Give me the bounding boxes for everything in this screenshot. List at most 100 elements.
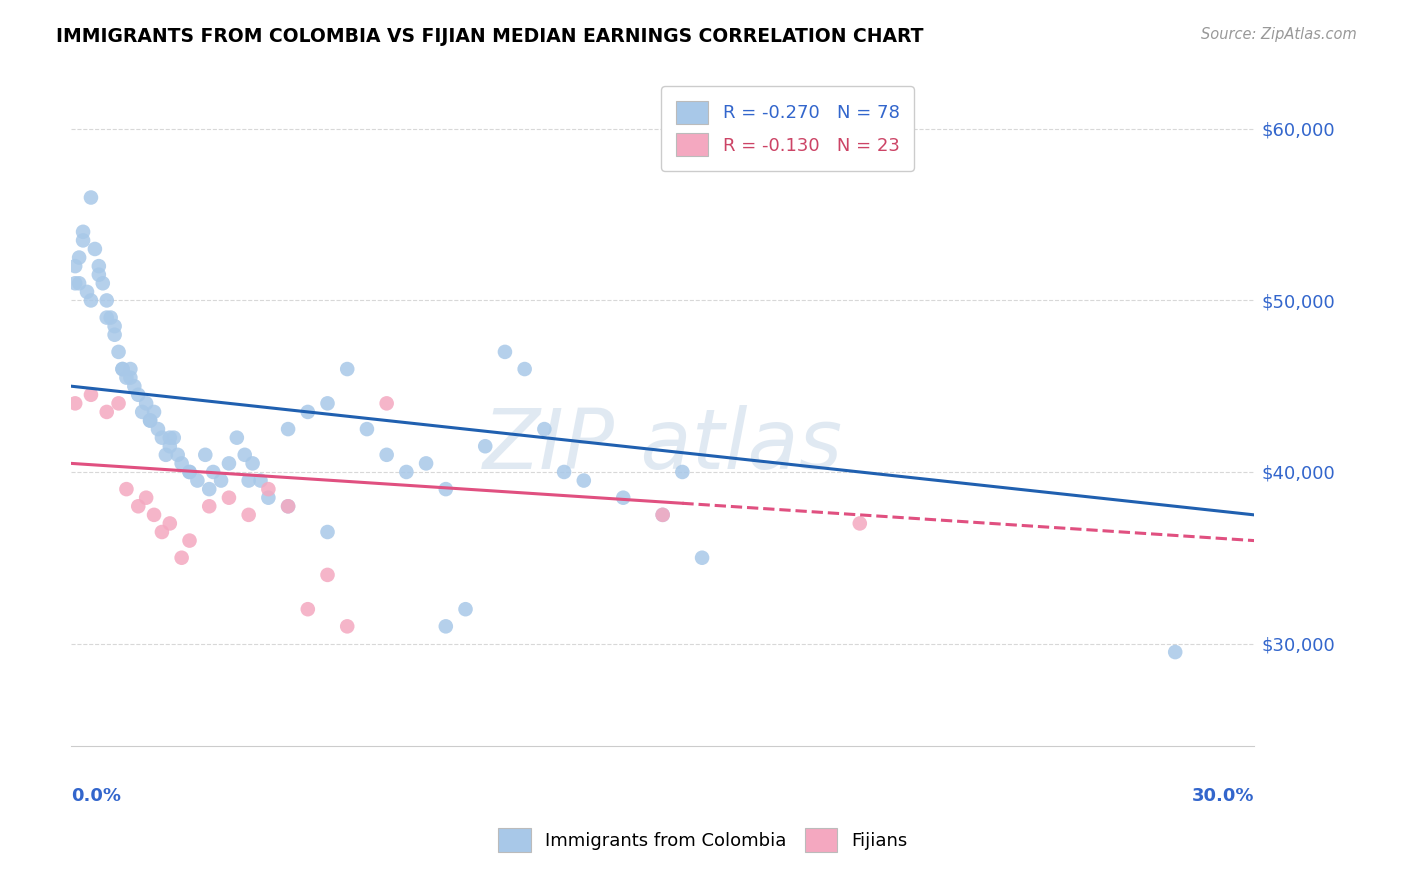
Point [356, 422, 378, 436]
Point [179, 533, 201, 548]
Point [159, 516, 181, 531]
Point [277, 500, 299, 514]
Point [72, 234, 94, 248]
Point [115, 370, 138, 384]
Point [316, 524, 339, 539]
Point [63, 277, 86, 291]
Point [277, 500, 299, 514]
Point [194, 448, 217, 462]
Point [143, 405, 166, 419]
Point [76, 285, 98, 299]
Point [143, 508, 166, 522]
Point [257, 491, 280, 505]
Point [612, 491, 634, 505]
Point [1164, 645, 1187, 659]
Point [651, 508, 673, 522]
Point [91, 277, 114, 291]
Point [690, 550, 713, 565]
Point [163, 431, 186, 445]
Point [336, 362, 359, 376]
Point [166, 448, 188, 462]
Point [170, 550, 193, 565]
Point [115, 482, 138, 496]
Point [67, 251, 90, 265]
Point [107, 396, 129, 410]
Text: 0.0%: 0.0% [72, 787, 121, 805]
Point [336, 619, 359, 633]
Point [107, 345, 129, 359]
Point [198, 482, 221, 496]
Point [218, 457, 240, 471]
Point [111, 362, 134, 376]
Point [375, 448, 398, 462]
Point [434, 619, 457, 633]
Point [434, 482, 457, 496]
Point [72, 225, 94, 239]
Point [150, 431, 173, 445]
Point [849, 516, 872, 531]
Point [533, 422, 555, 436]
Point [415, 457, 437, 471]
Point [186, 474, 208, 488]
Point [80, 388, 103, 402]
Point [80, 293, 103, 308]
Point [124, 379, 146, 393]
Point [67, 277, 90, 291]
Point [63, 259, 86, 273]
Point [209, 474, 232, 488]
Text: 30.0%: 30.0% [1191, 787, 1254, 805]
Point [651, 508, 673, 522]
Point [671, 465, 693, 479]
Point [513, 362, 536, 376]
Text: ZIP atlas: ZIP atlas [482, 405, 842, 486]
Point [83, 242, 105, 256]
Point [159, 431, 181, 445]
Point [120, 362, 142, 376]
Point [96, 293, 118, 308]
Point [139, 413, 162, 427]
Legend: Immigrants from Colombia, Fijians: Immigrants from Colombia, Fijians [489, 820, 917, 861]
Point [454, 602, 477, 616]
Point [202, 465, 225, 479]
Point [135, 491, 157, 505]
Point [233, 448, 256, 462]
Point [155, 448, 177, 462]
Point [111, 362, 134, 376]
Point [238, 474, 260, 488]
Point [249, 474, 271, 488]
Point [139, 413, 162, 427]
Point [80, 190, 103, 204]
Point [238, 508, 260, 522]
Point [474, 439, 496, 453]
Point [179, 465, 201, 479]
Point [104, 327, 127, 342]
Point [87, 268, 110, 282]
Point [297, 405, 319, 419]
Point [63, 396, 86, 410]
Point [146, 422, 169, 436]
Legend: R = -0.270   N = 78, R = -0.130   N = 23: R = -0.270 N = 78, R = -0.130 N = 23 [661, 87, 914, 170]
Point [104, 319, 127, 334]
Point [297, 602, 319, 616]
Point [198, 500, 221, 514]
Text: Source: ZipAtlas.com: Source: ZipAtlas.com [1201, 27, 1357, 42]
Point [316, 396, 339, 410]
Point [120, 370, 142, 384]
Point [100, 310, 122, 325]
Point [494, 345, 516, 359]
Point [277, 422, 299, 436]
Point [225, 431, 247, 445]
Point [150, 524, 173, 539]
Point [553, 465, 575, 479]
Point [135, 396, 157, 410]
Point [316, 567, 339, 582]
Point [96, 405, 118, 419]
Point [375, 396, 398, 410]
Point [572, 474, 595, 488]
Point [218, 491, 240, 505]
Point [127, 500, 149, 514]
Text: IMMIGRANTS FROM COLOMBIA VS FIJIAN MEDIAN EARNINGS CORRELATION CHART: IMMIGRANTS FROM COLOMBIA VS FIJIAN MEDIA… [56, 27, 924, 45]
Point [127, 388, 149, 402]
Point [170, 457, 193, 471]
Point [159, 439, 181, 453]
